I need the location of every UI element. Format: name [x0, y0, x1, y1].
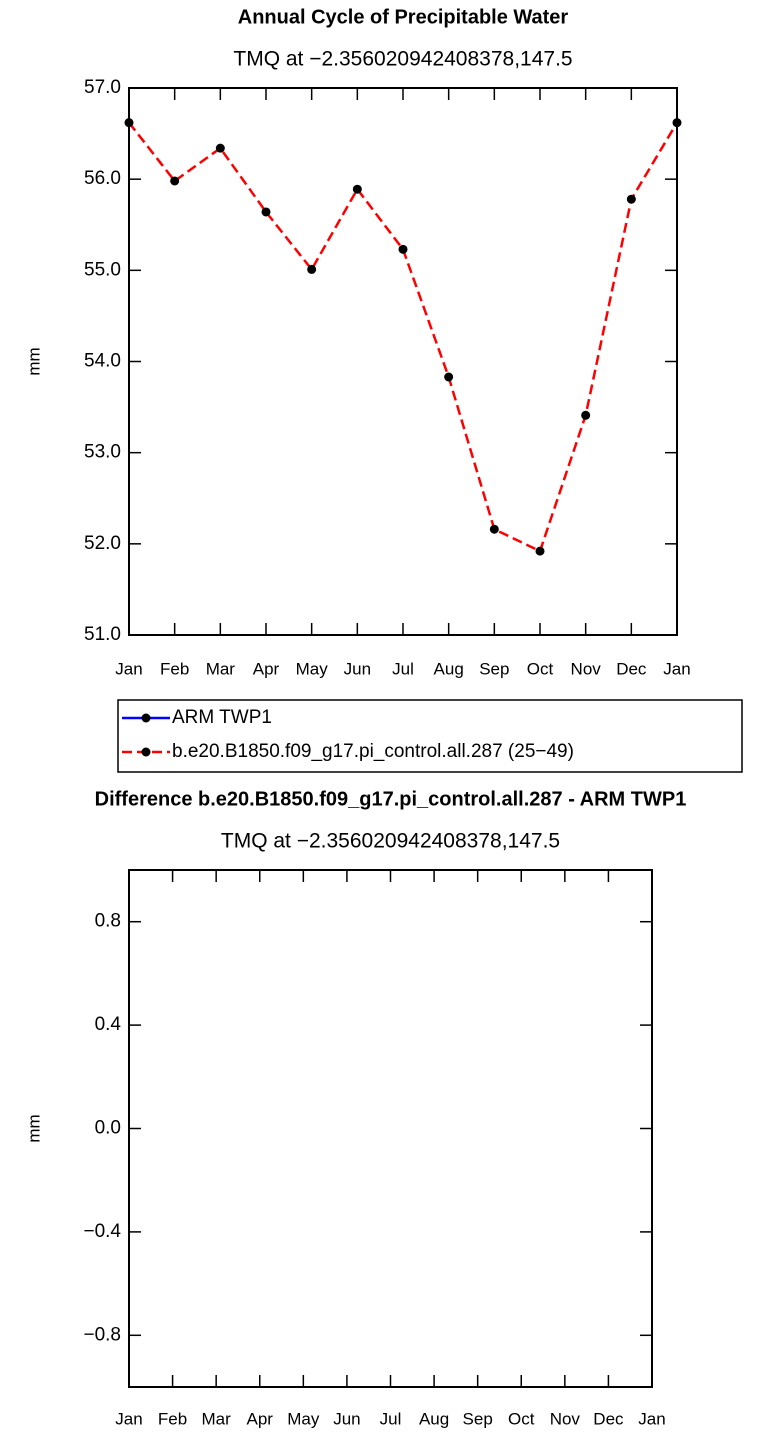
chart-title: Difference b.e20.B1850.f09_g17.pi_contro…: [95, 788, 687, 810]
y-tick-label: −0.8: [83, 1324, 121, 1345]
x-tick-label: Dec: [616, 659, 647, 678]
y-tick-label: 57.0: [84, 77, 121, 98]
x-tick-label: Mar: [202, 1409, 232, 1428]
data-point: [307, 264, 317, 274]
legend-box: [117, 699, 743, 773]
data-point: [672, 118, 682, 128]
chart-subtitle: TMQ at −2.356020942408378,147.5: [221, 830, 560, 853]
y-tick-label: 53.0: [84, 442, 121, 463]
chart-subtitle: TMQ at −2.356020942408378,147.5: [233, 48, 572, 71]
x-tick-label: Jan: [115, 1409, 142, 1428]
data-point: [581, 410, 591, 420]
y-axis-label: mm: [24, 1114, 43, 1142]
x-tick-label: Nov: [571, 659, 602, 678]
y-tick-label: 52.0: [84, 533, 121, 554]
y-tick-label: 54.0: [84, 351, 121, 372]
data-point: [535, 546, 545, 556]
x-tick-label: Jan: [663, 659, 690, 678]
data-point: [398, 244, 408, 254]
y-tick-label: −0.4: [83, 1221, 121, 1242]
x-tick-label: Oct: [508, 1409, 535, 1428]
data-point: [170, 176, 180, 186]
data-point: [261, 207, 271, 217]
data-point: [444, 372, 454, 382]
x-tick-label: May: [296, 659, 329, 678]
legend-label: ARM TWP1: [172, 707, 272, 728]
y-tick-label: 0.4: [95, 1014, 122, 1035]
x-tick-label: Feb: [160, 659, 189, 678]
plot-frame: [128, 87, 678, 636]
data-point: [626, 194, 636, 204]
legend-label: b.e20.B1850.f09_g17.pi_control.all.287 (…: [172, 741, 574, 762]
x-tick-label: Mar: [206, 659, 236, 678]
x-tick-label: Jun: [344, 659, 371, 678]
x-tick-label: May: [287, 1409, 320, 1428]
legend-marker: [141, 747, 151, 757]
x-tick-label: Jan: [115, 659, 142, 678]
x-tick-label: Jan: [638, 1409, 665, 1428]
x-tick-label: Aug: [419, 1409, 449, 1428]
x-tick-label: Jul: [380, 1409, 402, 1428]
y-tick-label: 56.0: [84, 168, 121, 189]
legend-marker: [141, 713, 151, 723]
y-tick-label: 51.0: [84, 624, 121, 645]
x-tick-label: Jun: [333, 1409, 360, 1428]
x-tick-label: Sep: [463, 1409, 493, 1428]
x-tick-label: Dec: [593, 1409, 624, 1428]
x-tick-label: Aug: [434, 659, 464, 678]
x-tick-label: Feb: [158, 1409, 187, 1428]
data-point: [124, 118, 134, 128]
plot-frame: [128, 869, 653, 1388]
data-point: [215, 143, 225, 153]
data-point: [489, 524, 499, 534]
x-tick-label: Oct: [527, 659, 554, 678]
series-line: [128, 121, 679, 553]
x-tick-label: Apr: [253, 659, 280, 678]
y-tick-label: 0.0: [95, 1118, 121, 1139]
y-axis-label: mm: [24, 347, 43, 375]
x-tick-label: Sep: [479, 659, 509, 678]
x-tick-label: Apr: [247, 1409, 274, 1428]
chart-title: Annual Cycle of Precipitable Water: [238, 6, 569, 28]
y-tick-label: 0.8: [95, 911, 121, 932]
x-tick-label: Nov: [550, 1409, 581, 1428]
x-tick-label: Jul: [392, 659, 414, 678]
y-tick-label: 55.0: [84, 259, 121, 280]
data-point: [352, 184, 362, 194]
